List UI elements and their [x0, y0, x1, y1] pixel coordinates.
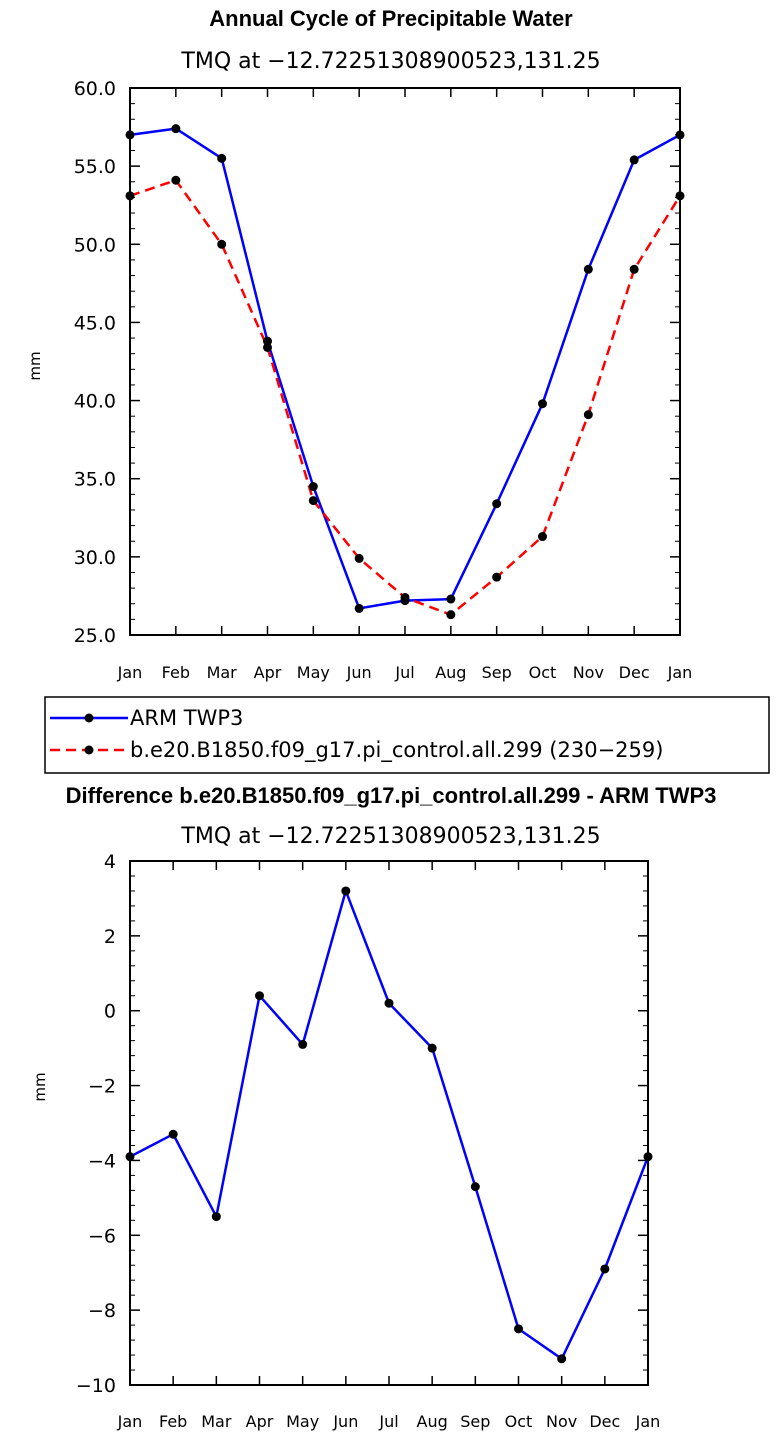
data-point-series-1	[308, 496, 318, 506]
chart-subtitle: TMQ at −12.72251308900523,131.25	[180, 824, 600, 849]
x-tick-label: Dec	[619, 663, 650, 682]
data-point-series-0	[470, 1182, 480, 1192]
y-tick-label: 35.0	[74, 469, 116, 491]
x-tick-label: Aug	[435, 663, 466, 682]
data-point-series-0	[583, 264, 593, 274]
legend-label-arm: ARM TWP3	[130, 706, 243, 730]
x-tick-label: May	[286, 1412, 319, 1431]
data-point-series-0	[514, 1324, 523, 1334]
chart-title: Difference b.e20.B1850.f09_g17.pi_contro…	[66, 783, 717, 808]
difference-chart: Difference b.e20.B1850.f09_g17.pi_contro…	[31, 783, 716, 1431]
data-point-series-1	[354, 553, 364, 563]
x-tick-label: Sep	[482, 663, 512, 682]
data-point-series-0	[538, 399, 547, 409]
y-tick-label: −8	[88, 1300, 116, 1322]
data-point-series-0	[643, 1152, 653, 1162]
y-tick-label: 55.0	[74, 156, 116, 178]
y-tick-label: 25.0	[74, 625, 116, 647]
legend-marker-model	[84, 745, 94, 755]
data-point-series-0	[427, 1043, 437, 1053]
plot-frame	[129, 860, 649, 1386]
data-point-series-1	[400, 592, 410, 602]
data-point-series-0	[125, 130, 135, 140]
y-tick-label: 45.0	[74, 312, 116, 334]
y-tick-label: 40.0	[74, 391, 116, 413]
x-tick-label: Nov	[546, 1412, 577, 1431]
x-tick-label: Jan	[117, 1412, 143, 1431]
data-point-series-1	[538, 532, 547, 542]
y-tick-label: 30.0	[74, 547, 116, 569]
data-point-series-0	[168, 1129, 178, 1139]
data-point-series-0	[263, 336, 272, 346]
data-point-series-0	[557, 1354, 567, 1364]
data-point-series-0	[675, 130, 685, 140]
x-tick-label: Jan	[117, 663, 143, 682]
data-point-series-1	[583, 410, 593, 420]
data-point-series-0	[446, 594, 456, 604]
x-tick-label: May	[297, 663, 330, 682]
data-point-series-0	[298, 1039, 308, 1049]
y-tick-label: 50.0	[74, 234, 116, 256]
x-tick-label: Mar	[201, 1412, 232, 1431]
data-point-series-1	[263, 342, 272, 352]
x-tick-label: Jan	[667, 663, 693, 682]
chart-subtitle: TMQ at −12.72251308900523,131.25	[180, 49, 600, 74]
legend: ARM TWP3 b.e20.B1850.f09_g17.pi_control.…	[44, 696, 770, 774]
x-tick-label: Jul	[378, 1412, 398, 1431]
series-line-0	[129, 127, 681, 610]
x-tick-label: Dec	[589, 1412, 620, 1431]
data-point-series-1	[492, 572, 502, 582]
y-tick-label: 2	[104, 926, 116, 948]
legend-label-model: b.e20.B1850.f09_g17.pi_control.all.299 (…	[130, 738, 663, 763]
x-tick-label: Jan	[635, 1412, 661, 1431]
x-tick-label: Apr	[246, 1412, 274, 1431]
x-tick-label: Apr	[254, 663, 282, 682]
y-tick-label: 4	[104, 851, 116, 873]
data-point-series-1	[217, 239, 227, 249]
data-point-series-0	[171, 124, 181, 134]
x-tick-label: Feb	[162, 663, 190, 682]
series-line-0	[129, 889, 650, 1361]
data-point-series-1	[125, 191, 135, 201]
y-tick-label: 60.0	[74, 78, 116, 100]
data-point-series-0	[492, 499, 502, 509]
x-tick-label: Sep	[460, 1412, 490, 1431]
x-tick-label: Jun	[346, 663, 372, 682]
data-point-series-0	[255, 991, 264, 1001]
data-point-series-0	[384, 998, 394, 1008]
data-point-series-0	[211, 1212, 221, 1222]
x-tick-label: Oct	[529, 663, 557, 682]
x-tick-label: Nov	[573, 663, 604, 682]
y-tick-label: −2	[88, 1076, 116, 1098]
y-tick-label: −10	[76, 1375, 116, 1397]
legend-marker-arm	[84, 713, 94, 723]
annual-cycle-chart: Annual Cycle of Precipitable Water TMQ a…	[26, 6, 692, 682]
y-tick-label: −4	[88, 1150, 116, 1172]
chart-title: Annual Cycle of Precipitable Water	[209, 6, 573, 31]
data-point-series-0	[308, 482, 318, 492]
data-point-series-1	[171, 175, 181, 185]
y-axis-label: mm	[26, 351, 44, 380]
y-tick-label: 0	[104, 1001, 116, 1023]
x-tick-label: Feb	[159, 1412, 187, 1431]
x-tick-label: Mar	[207, 663, 238, 682]
data-point-series-0	[341, 886, 351, 896]
x-tick-label: Jul	[394, 663, 414, 682]
data-point-series-1	[675, 191, 685, 201]
data-point-series-1	[446, 610, 456, 620]
data-point-series-0	[354, 603, 364, 613]
x-tick-label: Jun	[332, 1412, 358, 1431]
y-tick-label: −6	[88, 1225, 116, 1247]
data-point-series-0	[600, 1264, 610, 1274]
data-point-series-0	[125, 1152, 135, 1162]
legend-frame	[44, 696, 770, 774]
plot-frame	[129, 87, 681, 636]
y-axis-label: mm	[31, 1072, 49, 1101]
data-point-series-0	[629, 155, 639, 165]
data-point-series-1	[629, 264, 639, 274]
x-tick-label: Aug	[417, 1412, 448, 1431]
x-tick-label: Oct	[505, 1412, 533, 1431]
data-point-series-0	[217, 153, 227, 163]
